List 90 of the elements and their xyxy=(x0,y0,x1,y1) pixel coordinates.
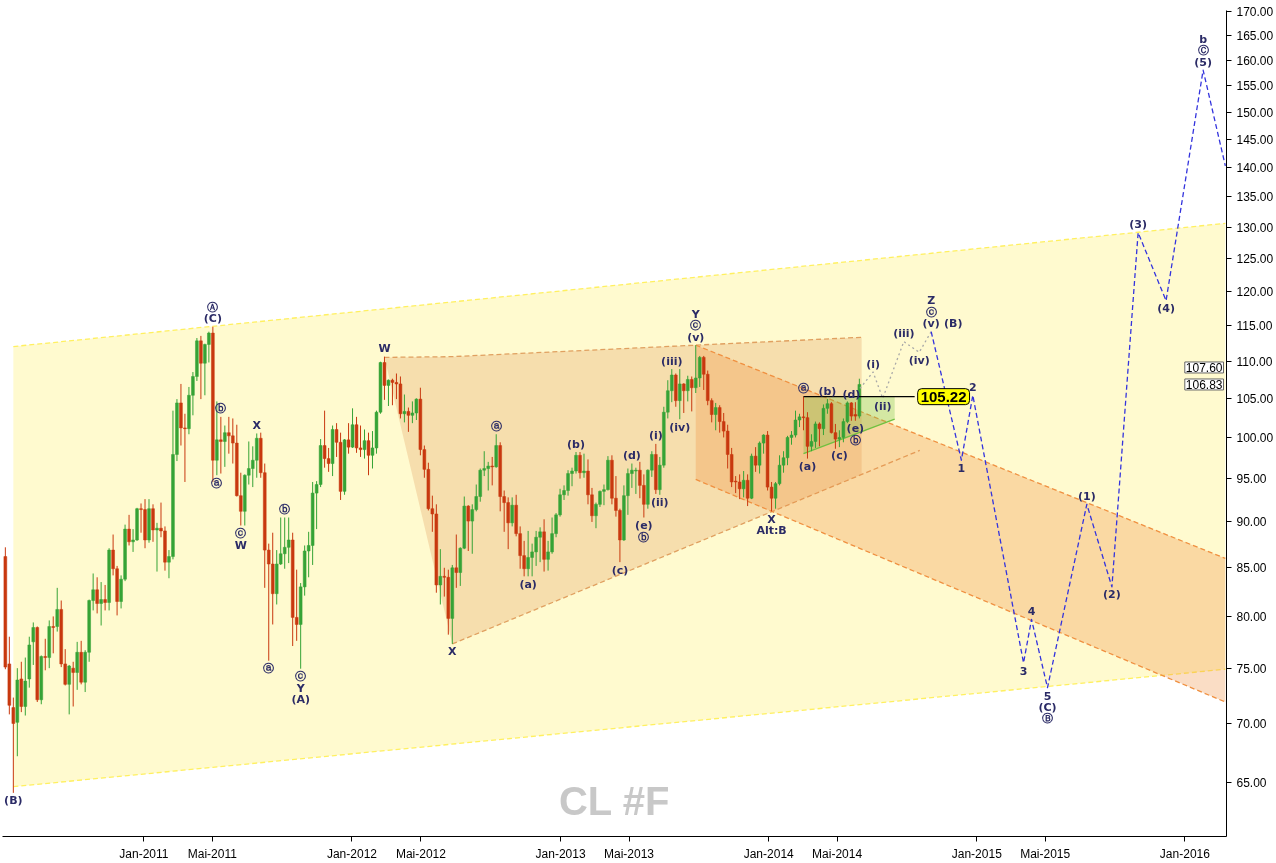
annotation: 2 xyxy=(968,381,977,395)
annotation: (1) xyxy=(1077,489,1096,503)
annotation: 106.83 xyxy=(1185,377,1223,392)
annotation: 1 xyxy=(957,462,966,476)
x-tick-label: Jan-2014 xyxy=(743,846,795,861)
annotation: 107.60 xyxy=(1185,360,1223,375)
y-tick-label: 125.00 xyxy=(1236,252,1274,267)
y-tick-label: 165.00 xyxy=(1236,29,1274,44)
x-tick-label: Jan-2012 xyxy=(326,846,378,861)
annotation: (5) xyxy=(1194,55,1212,69)
annotation: Ⓑ xyxy=(1041,712,1053,726)
y-tick-label: 150.00 xyxy=(1236,105,1274,120)
y-tick-label: 145.00 xyxy=(1236,132,1274,147)
annotation: ⓑ xyxy=(849,433,861,447)
annotation: (iii) xyxy=(661,354,683,368)
y-tick-label: 70.00 xyxy=(1236,717,1267,731)
y-tick-label: 160.00 xyxy=(1236,54,1274,69)
y-tick-label: 120.00 xyxy=(1236,284,1274,299)
annotation: (d) xyxy=(622,449,641,463)
x-tick-label: Mai-2013 xyxy=(604,846,655,861)
annotation: (a) xyxy=(519,577,537,591)
annotation: (B) xyxy=(4,794,23,808)
y-tick-label: 90.00 xyxy=(1236,515,1267,530)
annotation: (A) xyxy=(291,693,310,707)
annotation: (2) xyxy=(1103,588,1121,602)
annotation: Y xyxy=(295,681,306,695)
annotation: (3) xyxy=(1129,218,1147,232)
annotation: ⓒ xyxy=(235,527,247,541)
annotation: (c) xyxy=(831,448,848,462)
annotation: X xyxy=(252,418,262,432)
y-tick-label: 170.00 xyxy=(1236,5,1274,20)
annotation: ⓑ xyxy=(279,503,291,517)
annotation: X xyxy=(448,645,458,659)
annotation: (i) xyxy=(648,429,663,443)
annotation: Ⓒ xyxy=(1197,44,1209,58)
annotation: (ii) xyxy=(873,399,892,413)
data-label: 105.22 xyxy=(920,387,967,405)
y-tick-label: 135.00 xyxy=(1236,190,1274,205)
annotation: (4) xyxy=(1157,302,1175,316)
annotation: (c) xyxy=(611,563,629,577)
y-tick-label: 140.00 xyxy=(1236,161,1274,176)
annotation: (e) xyxy=(846,422,865,436)
annotation: (iii) xyxy=(893,327,915,341)
y-tick-label: 65.00 xyxy=(1236,776,1267,791)
annotation: (v) xyxy=(922,317,940,331)
y-tick-label: 130.00 xyxy=(1236,220,1274,235)
x-tick-label: Jan-2013 xyxy=(535,846,586,861)
annotation: (b) xyxy=(567,437,585,451)
x-tick-label: Mai-2011 xyxy=(187,846,238,861)
x-tick-label: Jan-2011 xyxy=(119,846,169,861)
annotation: (e) xyxy=(635,519,653,533)
y-tick-label: 155.00 xyxy=(1236,79,1274,94)
y-tick-label: 100.00 xyxy=(1236,430,1274,445)
y-tick-label: 85.00 xyxy=(1236,561,1267,576)
annotation: ⓒ xyxy=(690,319,702,333)
y-tick-label: 95.00 xyxy=(1236,472,1267,487)
annotation: (b) xyxy=(818,384,837,398)
annotation: X xyxy=(767,512,777,526)
annotation: W xyxy=(378,342,391,356)
y-tick-label: 115.00 xyxy=(1236,318,1273,333)
annotation: (ii) xyxy=(651,496,669,510)
x-tick-label: Jan-2016 xyxy=(1159,846,1211,861)
annotation: (iv) xyxy=(908,353,930,367)
annotation: (i) xyxy=(866,357,880,371)
y-tick-label: 105.00 xyxy=(1236,391,1274,406)
x-tick-label: Jan-2015 xyxy=(951,846,1003,861)
annotation: ⓒ xyxy=(925,305,937,319)
annotation: W xyxy=(234,538,247,552)
annotation: ⓒ xyxy=(295,670,307,684)
annotation: ⓐ xyxy=(263,662,275,676)
annotation: (v) xyxy=(687,330,705,344)
annotation: (iv) xyxy=(669,420,691,434)
x-tick-label: Mai-2014 xyxy=(812,846,863,861)
x-tick-label: Mai-2012 xyxy=(395,846,447,861)
annotation: Ⓐ xyxy=(207,300,219,314)
x-tick-label: Mai-2015 xyxy=(1020,846,1071,861)
annotation: 4 xyxy=(1027,605,1036,619)
annotation: 5 xyxy=(1043,689,1052,703)
y-tick-label: 75.00 xyxy=(1236,661,1267,676)
annotation: ⓑ xyxy=(638,530,650,544)
annotation: ⓐ xyxy=(211,476,223,490)
y-tick-label: 80.00 xyxy=(1236,609,1267,624)
annotation: (a) xyxy=(798,460,817,474)
y-tick-label: 110.00 xyxy=(1236,354,1273,369)
annotation: ⓐ xyxy=(797,382,809,396)
annotation: 3 xyxy=(1019,664,1028,678)
annotation: (C) xyxy=(203,312,222,326)
annotation: (B) xyxy=(943,317,963,331)
annotation: ⓐ xyxy=(490,419,502,433)
annotation: Alt:B xyxy=(756,524,787,538)
